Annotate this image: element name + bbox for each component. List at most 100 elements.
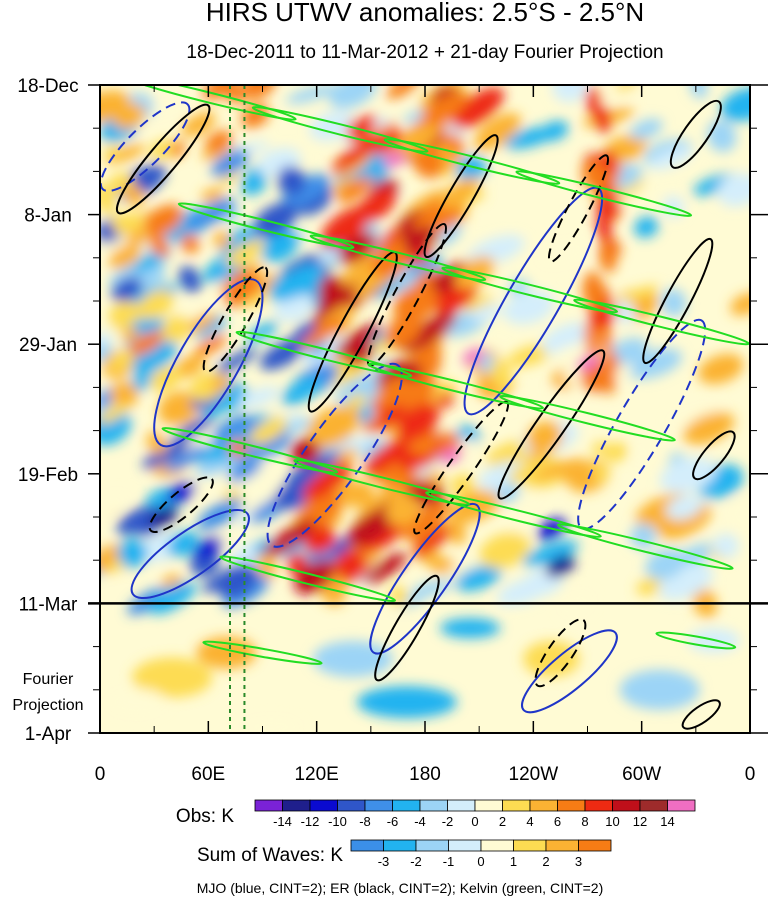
waves-colorbar-level: -3 [378, 854, 390, 869]
anomaly-blob [217, 171, 240, 185]
er-contour [374, 574, 440, 682]
x-tick-label: 120W [509, 764, 559, 785]
anomaly-blob [144, 204, 184, 236]
anomaly-blob [520, 490, 541, 506]
mjo-contour [521, 629, 618, 714]
obs-colorbar-level: -10 [328, 814, 347, 829]
anomaly-blob [346, 505, 398, 547]
kelvin-contour [161, 427, 339, 474]
waves-colorbar-level: 0 [477, 854, 484, 869]
obs-colorbar-swatch [667, 799, 696, 812]
anomaly-blob [148, 505, 178, 529]
anomaly-blob [464, 295, 493, 312]
anomaly-blob [411, 528, 452, 558]
anomaly-blob [194, 334, 227, 356]
anomaly-blob [645, 548, 686, 581]
obs-colorbar-level: -14 [273, 814, 292, 829]
anomaly-blob [211, 149, 250, 177]
anomaly-blob [320, 206, 372, 247]
anomaly-blob [496, 576, 552, 606]
x-tick-label: 0 [745, 764, 756, 785]
anomaly-blob [196, 451, 247, 478]
kelvin-contour [251, 106, 429, 153]
anomaly-blob [339, 484, 365, 506]
kelvin-contour [383, 138, 561, 185]
anomaly-blob [303, 525, 334, 554]
mjo-contour [100, 101, 191, 193]
anomaly-blob [240, 172, 267, 196]
projection-blob [440, 618, 501, 639]
anomaly-blob [180, 233, 200, 254]
anomaly-blob [436, 392, 455, 409]
mjo-contour [577, 318, 707, 531]
er-contour [681, 699, 721, 730]
anomaly-blob [410, 579, 453, 597]
kelvin-contour [425, 491, 602, 538]
anomaly-blob [260, 229, 299, 263]
obs-colorbar-swatch [447, 799, 476, 812]
er-contour [115, 103, 211, 215]
anomaly-blob [201, 187, 224, 203]
anomaly-blob [103, 144, 121, 159]
anomaly-blob [100, 403, 129, 424]
anomaly-blob [121, 327, 139, 343]
anomaly-blob [294, 559, 336, 595]
anomaly-blob [634, 216, 659, 238]
anomaly-blob [338, 176, 374, 204]
mjo-contour [369, 502, 481, 655]
projection-label-line2: Projection [12, 697, 83, 714]
anomaly-blob [698, 353, 744, 385]
kelvin-contour [441, 266, 619, 314]
waves-colorbar-swatch [545, 839, 579, 852]
anomaly-blob [615, 300, 636, 324]
anomaly-blob [383, 150, 406, 168]
anomaly-blob [403, 225, 437, 253]
obs-colorbar-level: -8 [359, 814, 371, 829]
anomaly-blob [585, 88, 600, 116]
x-tick-label: 0 [95, 764, 106, 785]
anomaly-blob [683, 412, 735, 445]
kelvin-contour [293, 459, 471, 506]
anomaly-blob [364, 438, 410, 474]
obs-colorbar-level: 2 [499, 814, 506, 829]
anomaly-blob [621, 284, 660, 302]
anomaly-blob [581, 159, 606, 190]
kelvin-contour [202, 640, 323, 665]
anomaly-blob [576, 354, 599, 372]
anomaly-blob [479, 532, 531, 569]
anomaly-blob [364, 552, 407, 585]
anomaly-blob [117, 538, 148, 568]
anomaly-blob [592, 464, 609, 482]
anomaly-blob [458, 437, 478, 458]
obs-colorbar-label: Obs: K [176, 806, 234, 827]
er-contour [642, 237, 714, 365]
kelvin-contour [367, 362, 545, 410]
waves-colorbar-level: 1 [510, 854, 517, 869]
y-tick-label: 18-Dec [17, 76, 78, 97]
er-contour [497, 349, 606, 500]
anomaly-blob [328, 85, 378, 109]
anomaly-blob [302, 462, 352, 501]
obs-colorbar-swatch [337, 799, 366, 812]
waves-colorbar-level: 3 [575, 854, 582, 869]
obs-colorbar-level: -4 [414, 814, 426, 829]
anomaly-blob [396, 403, 439, 441]
anomaly-blob [104, 144, 146, 164]
obs-colorbar-level: 14 [660, 814, 674, 829]
kelvin-contour [515, 170, 693, 217]
chart-subtitle: 18-Dec-2011 to 11-Mar-2012 + 21-day Four… [186, 42, 663, 63]
anomaly-blob [249, 417, 288, 445]
anomaly-blob [456, 155, 487, 182]
anomaly-blob [260, 337, 308, 370]
anomaly-blob [334, 549, 368, 582]
anomaly-blob [253, 430, 292, 458]
er-contour [692, 430, 736, 481]
anomaly-blob [166, 481, 196, 504]
kelvin-contour [177, 202, 355, 250]
projection-blob [132, 657, 213, 698]
anomaly-blob [213, 231, 231, 249]
anomaly-blob [100, 491, 130, 518]
anomaly-blob [285, 85, 336, 104]
anomaly-blob [107, 350, 137, 372]
anomaly-blob [137, 289, 174, 320]
